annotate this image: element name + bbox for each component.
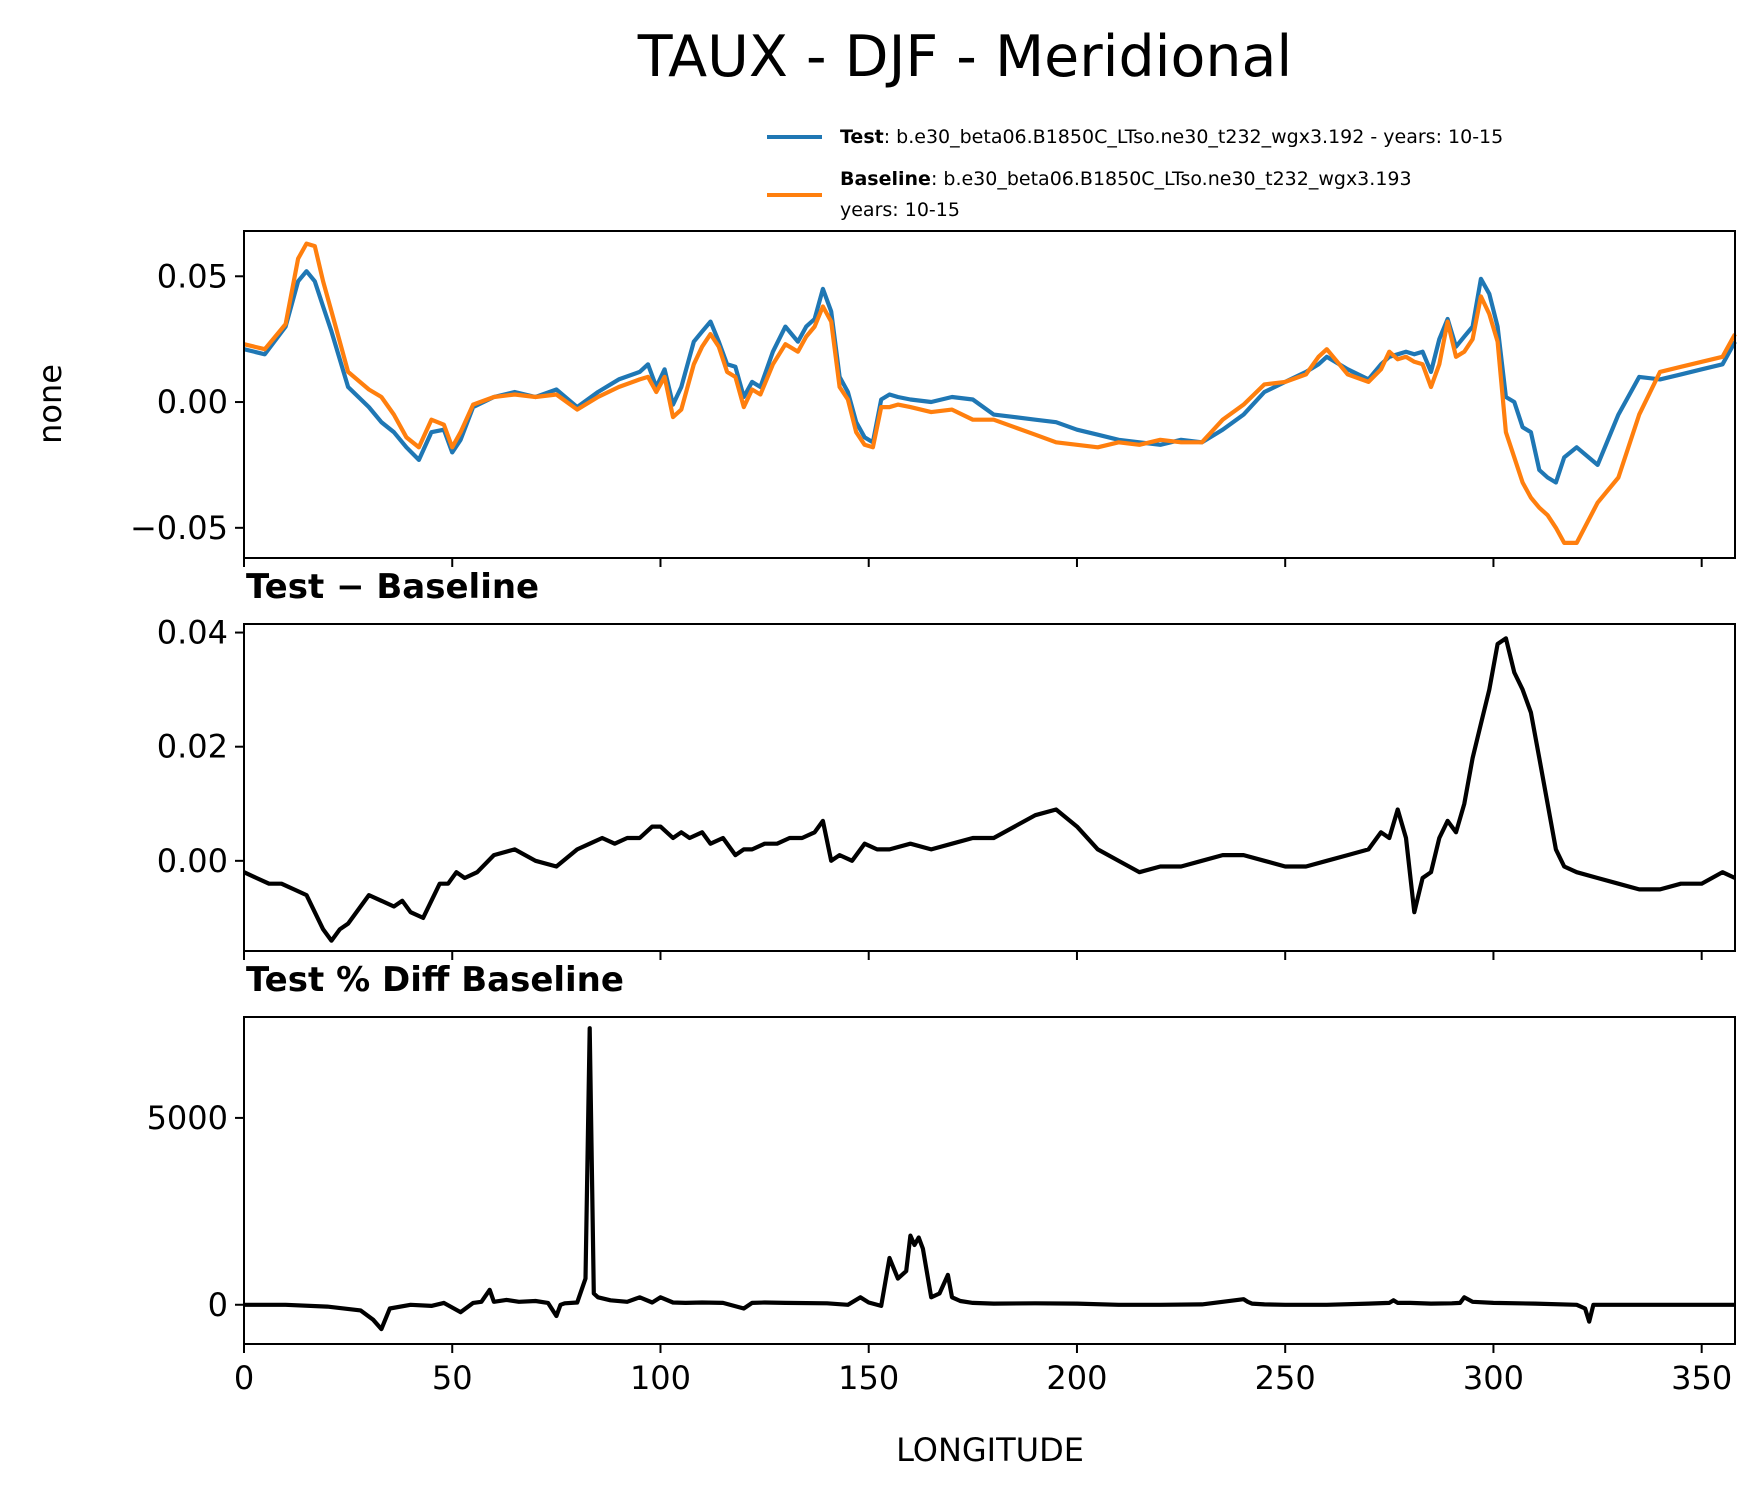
legend-baseline-text2: years: 10-15: [840, 199, 960, 221]
panel-difference: Test − Baseline 0.04 0.02 0.00: [157, 567, 1736, 960]
x-axis-label: LONGITUDE: [896, 1431, 1084, 1469]
x-tick-label: 150: [838, 1359, 899, 1397]
y-tick-label: 0.00: [157, 842, 228, 880]
series-line-baseline: [243, 241, 1737, 546]
plot-frame: [243, 623, 1736, 952]
figure-title: TAUX - DJF - Meridional: [637, 24, 1293, 90]
x-tick-label: 0: [234, 1359, 254, 1397]
panel-absolute: none 0.05 0.00 −0.05: [31, 230, 1737, 567]
plot-frame: [243, 1016, 1736, 1345]
legend-baseline-label: Baseline: b.e30_beta06.B1850C_LTso.ne30_…: [840, 168, 1412, 190]
legend-test-label: Test: b.e30_beta06.B1850C_LTso.ne30_t232…: [840, 126, 1503, 148]
y-tick-label: 0.05: [157, 257, 228, 295]
legend-baseline-bold: Baseline: [840, 168, 931, 190]
legend-test-bold: Test: [840, 126, 884, 148]
x-tick-label: 250: [1255, 1359, 1316, 1397]
x-tick-label: 200: [1046, 1359, 1107, 1397]
plot-frame: [243, 230, 1736, 559]
series-line-test-diff-baseline: [244, 1026, 1735, 1332]
panel-percent-diff-title: Test % Diff Baseline: [246, 960, 624, 1000]
x-tick-label: 300: [1463, 1359, 1524, 1397]
y-tick-label: −0.05: [130, 509, 228, 547]
x-tick-label: 50: [432, 1359, 473, 1397]
y-tick-label: 0.02: [157, 728, 228, 766]
panel-percent-diff: Test % Diff Baseline LONGITUDE 5000 00 50 1…: [147, 960, 1736, 1469]
panel-difference-title: Test − Baseline: [246, 567, 539, 607]
series-line-test-baseline: [243, 636, 1736, 943]
legend-baseline-text: : b.e30_beta06.B1850C_LTso.ne30_t232_wgx…: [931, 168, 1412, 190]
legend: Test: b.e30_beta06.B1850C_LTso.ne30_t232…: [767, 126, 1503, 221]
y-tick-label: 5000: [147, 1099, 228, 1137]
legend-test-text: : b.e30_beta06.B1850C_LTso.ne30_t232_wgx…: [884, 126, 1504, 148]
x-tick-label: 100: [630, 1359, 691, 1397]
x-tick-label: 350: [1671, 1359, 1732, 1397]
y-tick-label: 0.00: [157, 383, 228, 421]
y-tick-label: 0.04: [157, 614, 228, 652]
y-tick-label: 0: [208, 1286, 228, 1324]
y-axis-label: none: [31, 364, 69, 444]
